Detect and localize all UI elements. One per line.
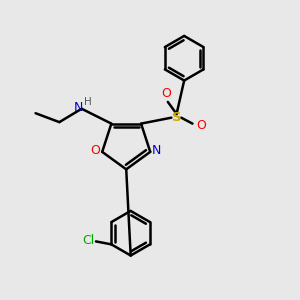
- Text: O: O: [161, 86, 171, 100]
- Text: N: N: [74, 101, 83, 114]
- Text: S: S: [172, 111, 182, 124]
- Text: O: O: [196, 118, 206, 132]
- Text: H: H: [84, 97, 92, 107]
- Text: O: O: [90, 144, 100, 157]
- Text: Cl: Cl: [82, 234, 94, 247]
- Text: N: N: [152, 144, 161, 157]
